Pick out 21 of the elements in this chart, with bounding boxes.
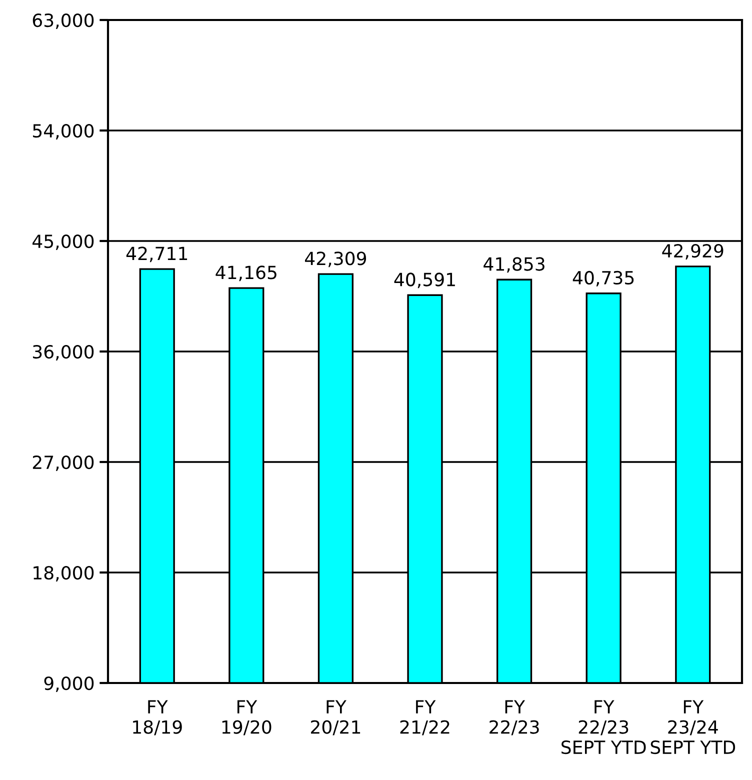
y-tick-label: 9,000: [44, 676, 94, 692]
y-tick-label: 18,000: [34, 566, 94, 582]
data-label: 42,711: [126, 246, 188, 262]
data-label: 41,853: [484, 257, 544, 273]
y-tick-label: 54,000: [33, 124, 94, 140]
x-tick-label: FY 22/23 SEPT YTD: [562, 700, 646, 754]
data-label: 42,929: [662, 244, 724, 260]
y-tick-label: 36,000: [33, 344, 94, 360]
data-label: 40,591: [394, 272, 455, 288]
x-tick-label: FY 20/21: [311, 700, 360, 736]
data-label: 42,309: [305, 252, 366, 268]
x-tick-label: FY 21/22: [400, 700, 450, 736]
data-label: 40,735: [572, 270, 634, 286]
x-tick-label: FY 18/19: [133, 700, 182, 736]
x-tick-label: FY 19/20: [222, 700, 272, 736]
data-label: 41,165: [216, 266, 276, 282]
y-tick-label: 27,000: [32, 455, 94, 471]
y-tick-label: 63,000: [32, 13, 94, 29]
x-tick-label: FY 23/24 SEPT YTD: [650, 700, 736, 754]
x-tick-label: FY 22/23: [490, 700, 539, 736]
y-tick-label: 45,000: [32, 234, 94, 250]
